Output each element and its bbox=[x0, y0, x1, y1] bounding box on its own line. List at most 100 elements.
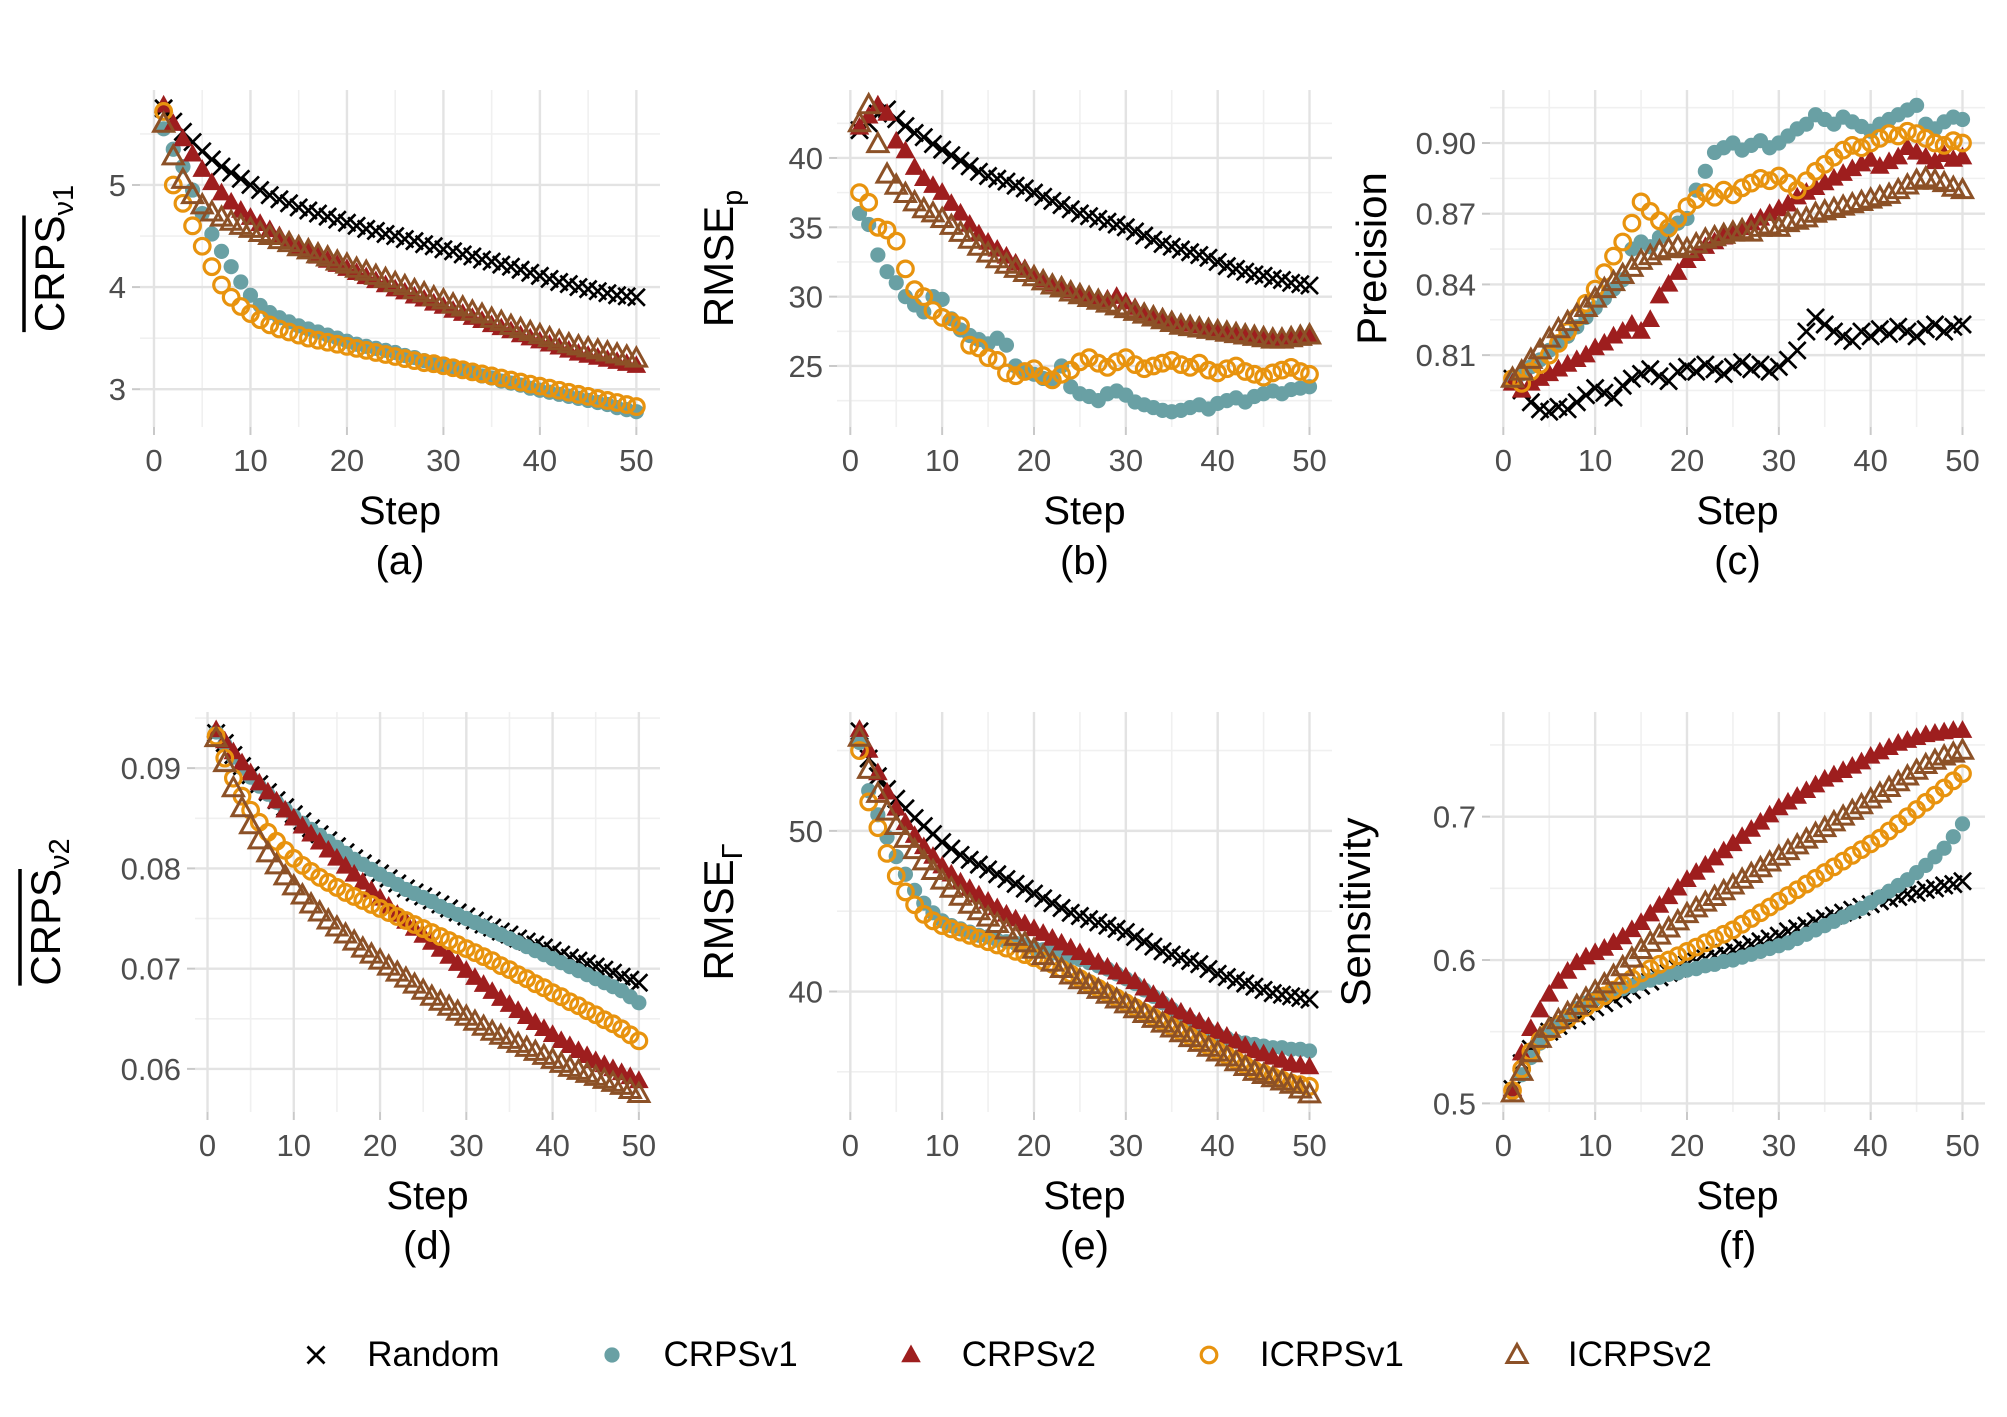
legend-item-label: CRPSv2 bbox=[961, 1335, 1096, 1374]
panel-caption: (c) bbox=[1714, 539, 1761, 583]
svg-text:RMSEp: RMSEp bbox=[695, 190, 749, 328]
series-crpsv1 bbox=[851, 205, 1318, 420]
panel-c: 0 10 20 30 40 50 0.81 0.84 0.87 0.90 Step (c) Precis… bbox=[1338, 0, 2007, 585]
y-tick-label: 0.84 bbox=[1416, 267, 1476, 302]
y-axis-title: CRPSν1 bbox=[22, 185, 80, 333]
x-tick-label: 40 bbox=[1200, 443, 1234, 478]
y-tick-label: 0.81 bbox=[1416, 338, 1476, 373]
y-axis-title: RMSEΓ bbox=[695, 843, 749, 980]
y-tick-label: 0.5 bbox=[1433, 1086, 1476, 1121]
series-random bbox=[154, 98, 646, 307]
y-tick-label: 4 bbox=[109, 270, 126, 305]
x-tick-label: 30 bbox=[426, 443, 460, 478]
panel-a: 0 10 20 30 40 50 3 4 5 Step (a) CRPSν1 bbox=[0, 0, 669, 585]
svg-text:Sensitivity: Sensitivity bbox=[1338, 817, 1379, 1006]
x-tick-label: 0 bbox=[145, 443, 162, 478]
x-tick-label: 20 bbox=[1017, 1128, 1051, 1163]
x-tick-label: 30 bbox=[449, 1128, 483, 1163]
triangle-filled-icon bbox=[900, 1344, 921, 1363]
x-tick-label: 0 bbox=[842, 443, 859, 478]
panel-f-chart: 0 10 20 30 40 50 0.5 0.6 0.7 Step (f) Sensitivity bbox=[1332, 712, 1985, 1268]
x-tick-label: 10 bbox=[925, 1128, 959, 1163]
cross-icon bbox=[306, 1345, 326, 1365]
y-tick-label: 0.87 bbox=[1416, 197, 1476, 232]
y-tick-label: 50 bbox=[789, 814, 823, 849]
x-tick-label: 40 bbox=[1853, 443, 1887, 478]
legend-item-icrpsv1: ICRPSv1 bbox=[1188, 1334, 1404, 1376]
x-axis-title: Step bbox=[359, 489, 441, 533]
series-icrpsv2 bbox=[846, 724, 1323, 1104]
series-random bbox=[1503, 307, 1972, 422]
series-crpsv1 bbox=[208, 724, 647, 1011]
circle-open-icon bbox=[1199, 1345, 1219, 1365]
circle-filled-icon bbox=[604, 1347, 621, 1363]
panel-e-chart: 0 10 20 30 40 50 40 50 Step (e) RMSEΓ bbox=[695, 712, 1332, 1268]
svg-text:CRPSν2: CRPSν2 bbox=[22, 838, 76, 985]
panel-a-chart: 0 10 20 30 40 50 3 4 5 Step (a) CRPSν1 bbox=[22, 90, 660, 583]
series-icrpsv2 bbox=[1499, 737, 1976, 1103]
series-icrpsv2 bbox=[1499, 164, 1976, 388]
panel-b: 0 10 20 30 40 50 25 30 35 40 Step (b) RMSEp bbox=[669, 0, 1338, 585]
legend: Random CRPSv1 CRPSv2 ICRPSv1 ICRPSv2 bbox=[0, 1300, 2007, 1410]
y-tick-label: 25 bbox=[789, 349, 823, 384]
y-tick-label: 30 bbox=[789, 280, 823, 315]
series-random bbox=[1503, 871, 1972, 1099]
legend-item-icrpsv2: ICRPSv2 bbox=[1496, 1334, 1712, 1376]
series-crpsv1 bbox=[1504, 816, 1971, 1100]
x-tick-label: 50 bbox=[1945, 1128, 1979, 1163]
x-tick-label: 10 bbox=[1578, 1128, 1612, 1163]
legend-item-label: ICRPSv2 bbox=[1567, 1335, 1712, 1374]
y-tick-label: 0.06 bbox=[121, 1052, 181, 1087]
x-tick-label: 20 bbox=[330, 443, 364, 478]
y-tick-label: 35 bbox=[789, 210, 823, 245]
x-tick-label: 40 bbox=[535, 1128, 569, 1163]
x-tick-label: 0 bbox=[199, 1128, 216, 1163]
x-tick-label: 20 bbox=[1670, 1128, 1704, 1163]
panel-caption: (f) bbox=[1719, 1224, 1757, 1268]
panel-d-chart: 0 10 20 30 40 50 0.06 0.07 0.08 0.09 Step (d) CRPSν2 bbox=[18, 712, 660, 1268]
svg-text:RMSEΓ: RMSEΓ bbox=[695, 843, 749, 980]
x-tick-label: 0 bbox=[1495, 1128, 1512, 1163]
x-tick-label: 40 bbox=[1200, 1128, 1234, 1163]
panel-f: 0 10 20 30 40 50 0.5 0.6 0.7 Step (f) Sensitivity bbox=[1332, 585, 2007, 1285]
y-tick-label: 5 bbox=[109, 168, 126, 203]
y-tick-label: 40 bbox=[789, 141, 823, 176]
svg-text:Precision: Precision bbox=[1348, 172, 1395, 345]
legend-item-label: ICRPSv1 bbox=[1259, 1335, 1404, 1374]
series-crpsv2 bbox=[849, 719, 1320, 1075]
series-crpsv1 bbox=[1504, 97, 1971, 387]
series-icrpsv1 bbox=[154, 102, 646, 416]
x-tick-label: 10 bbox=[277, 1128, 311, 1163]
x-tick-label: 50 bbox=[1292, 443, 1326, 478]
x-tick-label: 10 bbox=[925, 443, 959, 478]
x-tick-label: 50 bbox=[1292, 1128, 1326, 1163]
x-tick-label: 50 bbox=[622, 1128, 656, 1163]
triangle-open-icon bbox=[1504, 1341, 1530, 1364]
series-crpsv1 bbox=[156, 121, 644, 420]
series-icrpsv2 bbox=[151, 110, 649, 368]
x-axis-title: Step bbox=[1043, 489, 1125, 533]
legend-item-label: Random bbox=[367, 1335, 500, 1374]
y-axis-title: Precision bbox=[1348, 172, 1395, 345]
panel-caption: (d) bbox=[403, 1224, 452, 1268]
x-tick-label: 30 bbox=[1762, 443, 1796, 478]
series-icrpsv2 bbox=[846, 91, 1323, 349]
x-axis-title: Step bbox=[1043, 1174, 1125, 1218]
legend-item-random: Random bbox=[295, 1334, 499, 1376]
x-tick-label: 20 bbox=[1670, 443, 1704, 478]
series-crpsv2 bbox=[206, 719, 649, 1089]
x-tick-label: 0 bbox=[1495, 443, 1512, 478]
y-tick-label: 0.08 bbox=[121, 851, 181, 886]
x-tick-label: 20 bbox=[1017, 443, 1051, 478]
y-tick-label: 40 bbox=[789, 975, 823, 1010]
x-tick-label: 10 bbox=[1578, 443, 1612, 478]
y-tick-label: 0.7 bbox=[1433, 800, 1476, 835]
panel-e: 0 10 20 30 40 50 40 50 Step (e) RMSEΓ bbox=[669, 585, 1338, 1285]
x-tick-label: 20 bbox=[363, 1128, 397, 1163]
series-icrpsv1 bbox=[206, 726, 649, 1051]
series-icrpsv1 bbox=[1503, 764, 1972, 1100]
panel-caption: (b) bbox=[1060, 539, 1109, 583]
series-random bbox=[850, 99, 1319, 295]
x-tick-label: 40 bbox=[523, 443, 557, 478]
